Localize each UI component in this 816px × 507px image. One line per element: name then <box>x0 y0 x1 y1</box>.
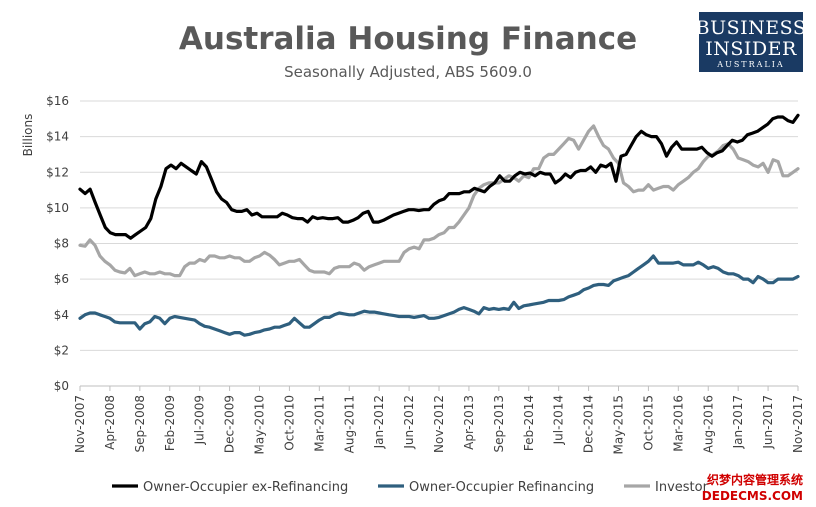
x-tick-label: Dec-2009 <box>223 395 237 453</box>
y-tick-label: $8 <box>54 237 69 251</box>
x-tick-label: Oct-2010 <box>282 395 296 451</box>
x-tick-label: Aug-2016 <box>701 395 715 453</box>
x-tick-label: Mar-2011 <box>312 395 326 452</box>
legend-label-2: Investor <box>655 480 709 495</box>
x-tick-label: Feb-2014 <box>522 395 536 451</box>
series-line-0 <box>78 113 800 240</box>
x-tick-label: Aug-2011 <box>342 395 356 453</box>
x-tick-label: Mar-2016 <box>671 395 685 452</box>
brand-logo-line2: INSIDER <box>705 38 797 60</box>
series-line-2 <box>78 124 800 278</box>
x-tick-label: Jan-2012 <box>372 395 386 449</box>
x-tick-label: Nov-2007 <box>73 395 87 453</box>
x-tick-label: Apr-2008 <box>103 395 117 450</box>
legend: Owner-Occupier ex-Refinancing Owner-Occup… <box>112 480 709 495</box>
chart-title: Australia Housing Finance <box>179 21 637 57</box>
brand-logo: BUSINESS INSIDER AUSTRALIA <box>696 12 807 72</box>
watermark-line1: 织梦内容管理系统 <box>707 472 803 487</box>
x-tick-label: May-2015 <box>612 395 626 454</box>
y-tick-label: $12 <box>46 165 69 179</box>
y-tick-label: $2 <box>54 343 69 357</box>
y-tick-label: $14 <box>46 130 69 144</box>
watermark: 织梦内容管理系统 DEDECMS.COM <box>702 472 803 503</box>
x-tick-label: Jul-2009 <box>193 395 207 445</box>
gridlines <box>80 100 798 387</box>
brand-logo-line3: AUSTRALIA <box>716 60 784 69</box>
x-tick-label: Sep-2013 <box>492 395 506 453</box>
y-axis-ticks: $0 $2 $4 $6 $8 $10 $12 $14 $16 <box>46 94 69 393</box>
x-axis-ticks: Nov-2007 Apr-2008 Sep-2008 Feb-2009 Jul-2009… <box>73 386 805 454</box>
x-tick-label: Apr-2013 <box>462 395 476 450</box>
x-tick-label: Jun-2017 <box>761 395 775 450</box>
x-tick-label: Jul-2014 <box>552 395 566 445</box>
x-tick-label: Sep-2008 <box>133 395 147 453</box>
chart-subtitle: Seasonally Adjusted, ABS 5609.0 <box>284 63 532 81</box>
x-tick-label: Nov-2012 <box>432 395 446 453</box>
legend-label-0: Owner-Occupier ex-Refinancing <box>143 480 348 495</box>
y-axis-label: Billions <box>21 114 35 157</box>
x-tick-label: Dec-2014 <box>582 395 596 453</box>
x-tick-label: Nov-2017 <box>791 395 805 453</box>
watermark-line2: DEDECMS.COM <box>702 489 803 503</box>
x-tick-label: Jan-2017 <box>731 395 745 449</box>
y-tick-label: $10 <box>46 201 69 215</box>
series-lines <box>78 113 800 337</box>
y-tick-label: $6 <box>54 272 69 286</box>
x-tick-label: Feb-2009 <box>163 395 177 451</box>
x-tick-label: Jun-2012 <box>402 395 416 450</box>
y-tick-label: $4 <box>54 308 69 322</box>
y-tick-label: $16 <box>46 94 69 108</box>
y-tick-label: $0 <box>54 379 69 393</box>
x-tick-label: May-2010 <box>253 395 267 454</box>
brand-logo-line1: BUSINESS <box>696 17 807 39</box>
legend-label-1: Owner-Occupier Refinancing <box>409 480 594 495</box>
x-tick-label: Oct-2015 <box>641 395 655 451</box>
series-line-1 <box>78 254 800 337</box>
brand-logo-background <box>699 12 803 72</box>
